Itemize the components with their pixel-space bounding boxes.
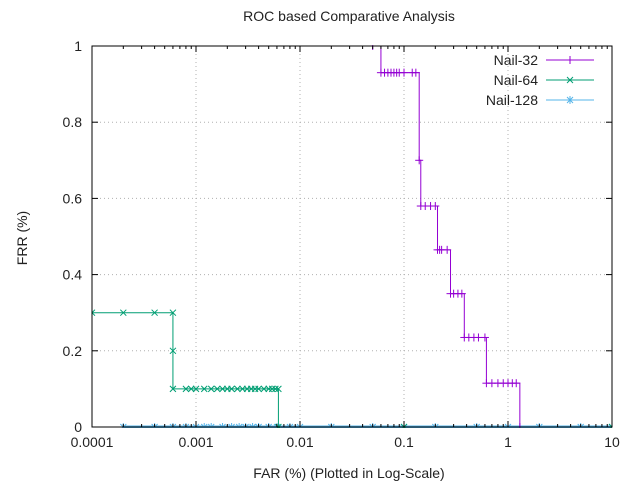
series-line-nail-64 bbox=[92, 312, 612, 428]
y-axis-label: FRR (%) bbox=[14, 211, 30, 265]
legend-label-nail-128: Nail-128 bbox=[486, 92, 538, 108]
point-nail-64 bbox=[169, 385, 177, 393]
point-nail-64 bbox=[255, 385, 262, 393]
x-tick-label: 0.1 bbox=[394, 434, 414, 450]
point-nail-32 bbox=[512, 379, 521, 388]
point-nail-32 bbox=[400, 68, 408, 77]
x-axis-label: FAR (%) (Plotted in Log-Scale) bbox=[253, 465, 444, 481]
point-nail-64 bbox=[234, 385, 241, 393]
y-tick-label: 0.6 bbox=[63, 190, 83, 206]
plot-frame bbox=[91, 45, 613, 428]
x-tick-label: 10 bbox=[604, 434, 620, 450]
x-tick-label: 0.0001 bbox=[71, 434, 114, 450]
x-tick-label: 0.001 bbox=[178, 434, 213, 450]
x-tick-label: 0.01 bbox=[286, 434, 313, 450]
point-nail-64 bbox=[260, 385, 268, 393]
point-nail-64 bbox=[275, 385, 282, 393]
point-nail-32 bbox=[411, 68, 420, 77]
point-nail-64 bbox=[608, 423, 612, 428]
y-tick-label: 1 bbox=[74, 38, 82, 54]
point-nail-64 bbox=[92, 309, 96, 317]
y-tick-label: 0.2 bbox=[63, 343, 83, 359]
chart-title: ROC based Comparative Analysis bbox=[243, 8, 455, 24]
point-nail-32 bbox=[415, 156, 424, 165]
point-nail-64 bbox=[200, 385, 208, 393]
legend-entry-nail-64: Nail-64 bbox=[494, 72, 594, 88]
point-nail-64 bbox=[169, 347, 177, 355]
legend-marker-nail-64 bbox=[566, 76, 574, 84]
point-nail-64 bbox=[228, 385, 235, 393]
legend-marker-nail-32 bbox=[566, 56, 574, 64]
point-nail-64 bbox=[187, 385, 195, 393]
point-nail-64 bbox=[213, 385, 221, 393]
legend-entry-nail-32: Nail-32 bbox=[494, 52, 594, 68]
series-nail-64 bbox=[92, 309, 612, 428]
point-nail-32 bbox=[457, 289, 466, 298]
series-nail-32 bbox=[368, 45, 524, 428]
legend: Nail-32 Nail-64 Nail-128 bbox=[486, 52, 594, 108]
point-nail-64 bbox=[182, 385, 190, 393]
point-nail-64 bbox=[268, 385, 276, 393]
y-tick-label: 0.4 bbox=[63, 267, 83, 283]
legend-marker-nail-128 bbox=[566, 96, 574, 104]
legend-label-nail-32: Nail-32 bbox=[494, 52, 539, 68]
y-tick-label: 0.8 bbox=[63, 114, 83, 130]
legend-entry-nail-128: Nail-128 bbox=[486, 92, 594, 108]
point-nail-64 bbox=[272, 385, 279, 393]
point-nail-64 bbox=[219, 385, 226, 393]
point-nail-32 bbox=[443, 245, 452, 254]
point-nail-32 bbox=[431, 202, 440, 211]
axis-ticks: 0.0001 0.001 0.01 0.1 1 10 0 0.2 0.4 0.6 0.8 1 bbox=[63, 38, 620, 450]
point-nail-64 bbox=[207, 385, 215, 393]
y-tick-label: 0 bbox=[74, 419, 82, 435]
point-nail-64 bbox=[192, 385, 200, 393]
x-tick-label: 1 bbox=[504, 434, 512, 450]
grid-lines bbox=[92, 46, 612, 427]
point-nail-32 bbox=[480, 333, 489, 342]
point-nail-64 bbox=[151, 309, 158, 317]
legend-label-nail-64: Nail-64 bbox=[494, 72, 539, 88]
point-nail-64 bbox=[169, 309, 177, 317]
point-nail-64 bbox=[119, 309, 127, 317]
